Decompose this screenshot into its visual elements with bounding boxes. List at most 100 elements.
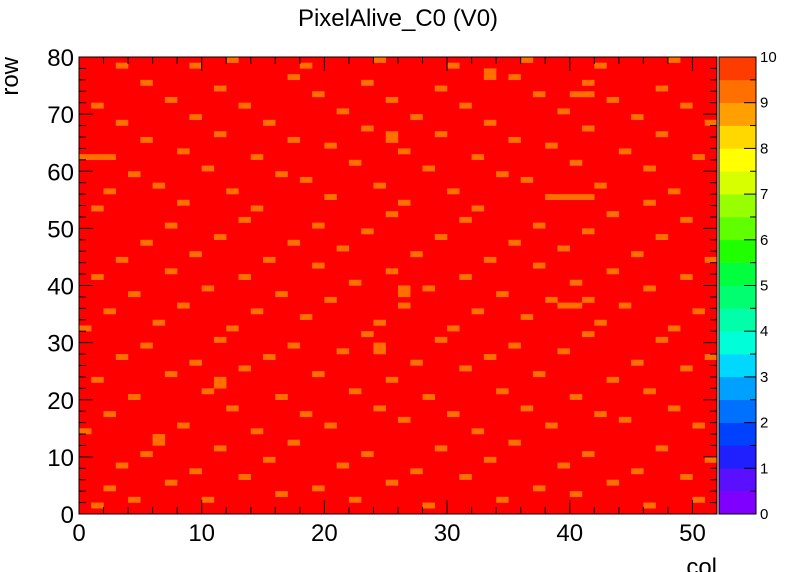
heatmap-cell <box>263 119 276 126</box>
heatmap-cells <box>79 57 718 514</box>
heatmap-cell <box>128 394 141 400</box>
heatmap-cell <box>299 62 313 69</box>
heatmap-cell <box>471 154 485 161</box>
heatmap-cell <box>164 371 178 378</box>
heatmap-cell <box>177 302 190 309</box>
heatmap-cell <box>164 222 178 229</box>
heatmap-cell <box>312 485 325 492</box>
heatmap-cell <box>496 291 509 298</box>
heatmap-cell <box>545 296 558 303</box>
heatmap-cell <box>447 325 460 332</box>
heatmap-cell <box>177 422 190 429</box>
heatmap-cell <box>459 474 472 480</box>
heatmap-cell <box>312 262 325 269</box>
heatmap-cell <box>128 291 141 298</box>
heatmap-cell <box>667 57 681 63</box>
heatmap-cell <box>287 439 301 446</box>
heatmap-cell <box>434 336 448 343</box>
heatmap-cell <box>582 451 595 458</box>
heatmap-cell <box>667 325 681 332</box>
heatmap-cell <box>201 165 215 172</box>
z-tick-label: 2 <box>760 415 768 432</box>
heatmap-cell <box>348 388 362 395</box>
heatmap-cell <box>140 342 153 349</box>
color-scale-segment <box>719 262 756 286</box>
heatmap-cell <box>213 382 227 389</box>
heatmap-cell <box>152 182 166 189</box>
heatmap-cell <box>177 148 190 155</box>
heatmap-cell <box>532 371 546 378</box>
color-scale-segment <box>719 216 756 241</box>
heatmap-cell <box>287 239 301 246</box>
heatmap-cell <box>667 405 681 412</box>
heatmap-cell <box>213 445 227 452</box>
heatmap-cell <box>496 388 509 395</box>
heatmap-cell <box>655 336 669 343</box>
heatmap-cell <box>385 96 399 103</box>
x-tick-label: 0 <box>72 520 85 547</box>
heatmap-cell <box>471 308 485 315</box>
heatmap-cell <box>238 102 251 109</box>
heatmap-cell <box>299 176 313 183</box>
heatmap-cell <box>618 416 632 423</box>
heatmap-cell <box>692 154 705 161</box>
heatmap-cell <box>385 268 399 275</box>
heatmap-cell <box>385 131 399 138</box>
heatmap-cell <box>520 314 534 320</box>
z-tick-label: 0 <box>760 506 768 523</box>
heatmap-cell <box>140 239 153 246</box>
heatmap-cell <box>226 325 239 332</box>
heatmap-cell <box>422 285 436 292</box>
heatmap-cell <box>213 336 227 343</box>
x-tick-label: 50 <box>679 520 706 547</box>
heatmap-cell <box>361 451 374 458</box>
heatmap-cell <box>213 131 227 138</box>
heatmap-cell <box>557 348 570 355</box>
heatmap-cell <box>606 268 620 275</box>
color-scale-segment <box>719 102 756 126</box>
heatmap-cell <box>471 205 485 212</box>
z-tick-label: 3 <box>760 369 768 386</box>
heatmap-cell <box>631 114 644 121</box>
heatmap-cell <box>680 474 693 480</box>
heatmap-cell <box>410 359 423 366</box>
heatmap-cell <box>287 342 301 349</box>
heatmap-cell <box>164 268 178 275</box>
heatmap-cell <box>704 456 718 463</box>
color-scale-segment <box>719 57 756 81</box>
color-scale-segment <box>719 491 756 515</box>
heatmap-cell <box>189 62 202 69</box>
heatmap-cell <box>213 85 227 92</box>
heatmap-cell <box>263 256 276 263</box>
axes: 0 10 20 30 40 50 0 10 20 30 40 50 60 70 80 <box>47 45 718 547</box>
heatmap-cell <box>250 205 264 212</box>
heatmap-cell <box>103 188 117 195</box>
heatmap-cell <box>680 102 693 109</box>
heatmap-cell <box>189 359 202 366</box>
heatmap-cell <box>361 125 374 132</box>
heatmap-cell <box>508 136 521 143</box>
heatmap-cell <box>385 211 399 218</box>
heatmap-cell <box>569 491 583 498</box>
heatmap-cell <box>263 354 276 360</box>
heatmap-cell <box>569 159 583 166</box>
heatmap-cell <box>103 308 117 315</box>
y-tick-label: 30 <box>47 331 74 358</box>
heatmap-cell <box>201 285 215 292</box>
heatmap-cell <box>324 142 337 149</box>
heatmap-cell <box>226 188 239 195</box>
heatmap-cell <box>115 462 129 469</box>
heatmap-cell <box>336 348 350 355</box>
y-tick-label: 40 <box>47 274 74 301</box>
heatmap-cell <box>422 165 436 172</box>
y-tick-label: 0 <box>61 502 74 529</box>
x-tick-label: 40 <box>556 520 583 547</box>
heatmap-cell <box>532 262 546 269</box>
heatmap-cell <box>140 79 153 86</box>
heatmap-cell <box>643 285 656 292</box>
heatmap-cell <box>115 119 129 126</box>
z-tick-label: 7 <box>760 186 768 203</box>
heatmap-cell <box>361 331 374 338</box>
heatmap-cell <box>373 57 386 63</box>
heatmap-cell <box>520 176 534 183</box>
